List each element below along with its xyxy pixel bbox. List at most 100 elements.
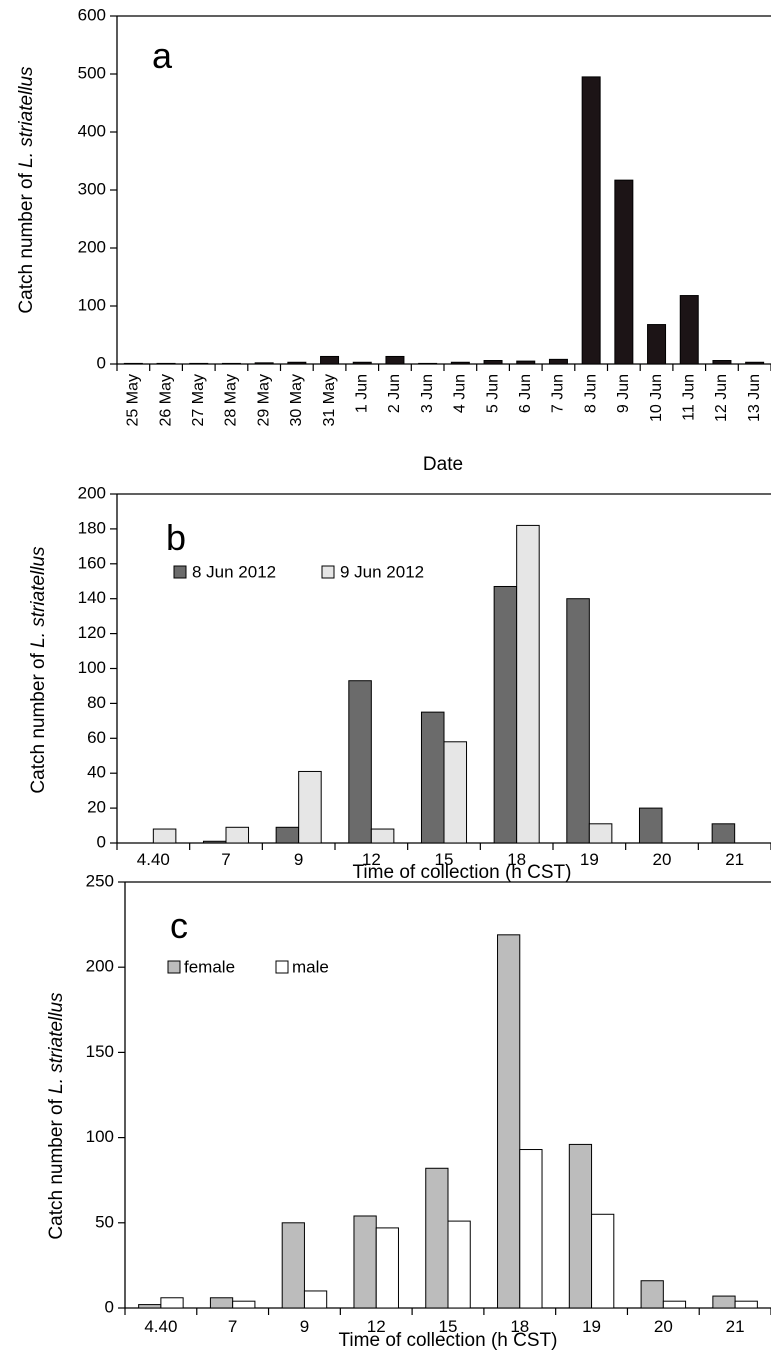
chart-c-bar-female-12	[353, 1215, 377, 1309]
chart-b-bar-8-jun-2012-9	[275, 826, 300, 844]
chart-c-bar-male-12	[375, 1227, 399, 1309]
chart-a-xtick-label: 27 May	[190, 374, 207, 426]
chart-a-bar-series-9-jun	[614, 179, 634, 365]
chart-a-xtick-label: 3 Jun	[419, 374, 436, 413]
chart-c-ytick-label: 0	[105, 1297, 114, 1316]
chart-c-bar-female-18	[497, 934, 521, 1309]
chart-b-bar-8-jun-2012-20	[638, 807, 663, 844]
chart-b-bar-9-jun-2012-7	[225, 826, 250, 844]
chart-a-bar-series-30-may	[287, 361, 307, 365]
chart-c-xtick-label: 12	[367, 1317, 386, 1336]
chart-b-legend-label-2: 9 Jun 2012	[340, 562, 424, 581]
chart-b-bar-8-jun-2012-7	[202, 840, 227, 844]
chart-a-xtick-label: 9 Jun	[615, 374, 632, 413]
chart-b-ytick-label: 60	[87, 728, 106, 747]
chart-panel-c: c female male 0 50 100 150 200 250 4.40 7 9 12 15…	[0, 871, 771, 1352]
chart-c-bar-female-21	[712, 1295, 736, 1309]
chart-a-xtick-label: 5 Jun	[484, 374, 501, 413]
chart-a-ytick-label: 400	[78, 121, 106, 140]
chart-a-xtick-label: 6 Jun	[517, 374, 534, 413]
chart-b-bar-9-jun-2012-19	[588, 823, 613, 844]
chart-c-xlabel: Time of collection (h CST)	[339, 1330, 558, 1351]
chart-a-xtick-label: 25 May	[125, 374, 142, 426]
chart-c-ytick-label: 250	[86, 871, 114, 890]
chart-a-xtick-label: 29 May	[255, 374, 272, 426]
chart-a-bar-series-29-may	[254, 362, 274, 365]
chart-b-xtick-label: 18	[507, 850, 526, 869]
chart-b-xtick-label: 19	[580, 850, 599, 869]
chart-b-bar-8-jun-2012-21	[711, 823, 736, 844]
chart-c-ytick-label: 200	[86, 957, 114, 976]
chart-b-xtick-label: 21	[725, 850, 744, 869]
chart-a-bar-series-11-jun	[679, 295, 699, 365]
chart-c-panel-letter: c	[170, 905, 188, 946]
chart-b-ytick-label: 40	[87, 763, 106, 782]
chart-c-bar-male-9	[303, 1290, 328, 1309]
chart-c-xtick-label: 9	[300, 1317, 309, 1336]
chart-a-bar-series-10-jun	[647, 324, 667, 365]
chart-c-legend-label-1: female	[184, 957, 235, 976]
chart-a-bar-series-6-jun	[516, 360, 536, 365]
chart-a-bar-series-26-may	[156, 362, 176, 365]
chart-panel-a: a 0 100 200 300 400 500 600 25 May 26 May 27 May…	[0, 0, 771, 480]
chart-panel-b: b 8 Jun 2012 9 Jun 2012 0 20 40 60 80 100 120 1…	[0, 480, 771, 883]
chart-b-ytick-label: 100	[78, 658, 106, 677]
chart-a-ylabel-species: L. striatellus	[16, 66, 37, 168]
chart-a-bar-series-4-jun	[450, 361, 470, 365]
chart-b-ytick-label: 120	[78, 623, 106, 642]
chart-b-legend-swatch-1	[173, 565, 187, 579]
chart-c-ylabel-species: L. striatellus	[46, 992, 67, 1094]
chart-b-ytick-label: 180	[78, 518, 106, 537]
chart-b-ytick-label: 0	[97, 832, 106, 851]
chart-a-xtick-label: 2 Jun	[386, 374, 403, 413]
chart-a-bar-series-12-jun	[712, 360, 732, 365]
chart-a-svg: a 0 100 200 300 400 500 600 25 May 26 May 27 May…	[16, 5, 771, 475]
chart-c-bar-female-19	[568, 1143, 593, 1309]
chart-a-xtick-label: 8 Jun	[582, 374, 599, 413]
chart-c-bar-male-18	[519, 1149, 543, 1309]
chart-a-bar-series-27-may	[189, 362, 209, 365]
chart-b-svg: b 8 Jun 2012 9 Jun 2012 0 20 40 60 80 100 120 1…	[28, 483, 771, 883]
chart-a-ylabel-prefix: Catch number of	[16, 168, 37, 314]
chart-c-bar-female-9	[281, 1222, 305, 1309]
chart-b-ylabel-prefix: Catch number of	[28, 648, 49, 794]
chart-b-bar-9-jun-2012-18	[516, 524, 540, 844]
chart-a-xtick-label: 30 May	[288, 374, 305, 426]
chart-c-ytick-label: 50	[95, 1212, 114, 1231]
chart-b-bar-9-jun-2012-12	[370, 828, 395, 844]
chart-c-xtick-label: 4.40	[144, 1317, 177, 1336]
chart-c-xtick-label: 18	[510, 1317, 529, 1336]
chart-a-bar-series-2-jun	[385, 355, 405, 365]
chart-b-xtick-label: 7	[221, 850, 230, 869]
chart-a-ytick-label: 200	[78, 237, 106, 256]
chart-b-ytick-label: 200	[78, 483, 106, 502]
chart-a-xtick-label: 31 May	[321, 374, 338, 426]
chart-a-xtick-label: 28 May	[223, 374, 240, 426]
chart-c-bar-female-4.40	[138, 1304, 162, 1309]
chart-a-bar-series-1-jun	[352, 361, 372, 365]
chart-c-ylabel-prefix: Catch number of	[46, 1094, 67, 1240]
chart-b-xtick-label: 20	[653, 850, 672, 869]
chart-c-bar-male-15	[447, 1220, 471, 1309]
chart-c-bar-male-20	[662, 1300, 687, 1309]
chart-a-bar-series-31-may	[320, 355, 340, 365]
chart-a-ylabel: Catch number of L. striatellus	[16, 66, 37, 314]
chart-a-xtick-label: 13 Jun	[746, 374, 763, 422]
chart-c-xtick-label: 7	[228, 1317, 237, 1336]
chart-b-ytick-label: 20	[87, 798, 106, 817]
chart-a-bar-series-3-jun	[418, 362, 438, 365]
chart-b-xtick-label: 15	[435, 850, 454, 869]
chart-c-svg: c female male 0 50 100 150 200 250 4.40 7 9 12 15…	[46, 871, 771, 1351]
chart-c-ytick-label: 150	[86, 1042, 114, 1061]
chart-b-bar-9-jun-2012-4.40	[152, 828, 177, 844]
chart-c-bar-male-21	[734, 1300, 758, 1309]
chart-a-bar-series-5-jun	[483, 360, 503, 365]
chart-c-xtick-label: 15	[439, 1317, 458, 1336]
chart-c-bar-male-19	[591, 1213, 615, 1309]
chart-b-bar-8-jun-2012-19	[566, 598, 590, 844]
chart-a-xtick-label: 10 Jun	[648, 374, 665, 422]
chart-b-ytick-label: 160	[78, 553, 106, 572]
chart-a-ytick-label: 300	[78, 179, 106, 198]
chart-a-bar-series-7-jun	[548, 358, 568, 365]
chart-b-xtick-label: 12	[362, 850, 381, 869]
